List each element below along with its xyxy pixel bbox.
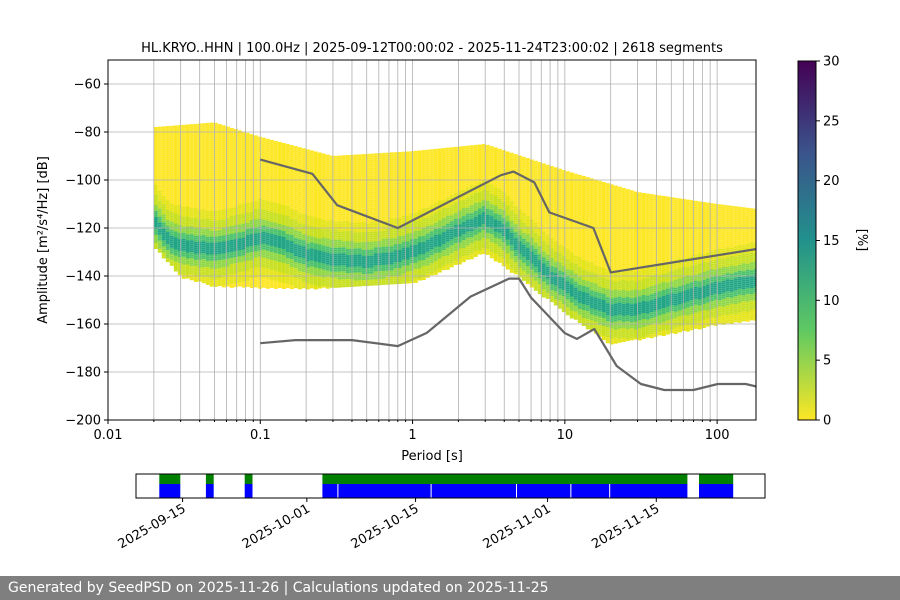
plot-frame — [107, 59, 757, 421]
psd-availability-bar — [699, 474, 734, 484]
data-availability-bar — [205, 484, 214, 498]
y-tick-label: −180 — [65, 366, 101, 381]
psd-availability-bar — [244, 474, 253, 484]
date-tick-label: 2025-11-01 — [481, 501, 554, 552]
date-tick-label: 2025-10-15 — [349, 501, 422, 552]
grid-lines — [108, 60, 756, 420]
date-tick-label: 2025-10-01 — [240, 501, 313, 552]
data-availability-bar — [159, 484, 181, 498]
date-tick-label: 2025-09-15 — [116, 501, 189, 552]
noise-model-lines — [260, 158, 756, 392]
colorbar-tick-label: 5 — [823, 354, 831, 369]
y-tick-label: −60 — [74, 78, 101, 93]
data-availability-bar — [244, 484, 253, 498]
footer-banner: Generated by SeedPSD on 2025-11-26 | Cal… — [0, 576, 900, 600]
data-availability-bar — [322, 484, 688, 498]
x-tick-label: 1 — [408, 428, 416, 443]
colorbar-tick-label: 25 — [823, 114, 840, 129]
date-tick-label: 2025-11-15 — [589, 501, 662, 552]
nhnm-line — [260, 158, 756, 274]
colorbar-tick-label: 15 — [823, 234, 840, 249]
x-tick-label: 100 — [705, 428, 730, 443]
psd-figure: HL.KRYO..HHN | 100.0Hz | 2025-09-12T00:0… — [36, 41, 869, 552]
y-tick-label: −80 — [74, 126, 101, 141]
availability-frame — [135, 473, 766, 499]
psd-availability-bar — [205, 474, 214, 484]
colorbar-tick-label: 0 — [823, 414, 831, 429]
x-axis-label: Period [s] — [401, 449, 463, 464]
y-axis-label: Amplitude [m²/s⁴/Hz] [dB] — [36, 156, 51, 324]
y-tick-label: −160 — [65, 318, 101, 333]
colorbar-ticks: 0 5 10 15 20 25 30 — [816, 55, 840, 429]
nlnm-line — [260, 277, 756, 392]
y-tick-label: −120 — [65, 222, 101, 237]
chart-title: HL.KRYO..HHN | 100.0Hz | 2025-09-12T00:0… — [141, 41, 723, 56]
colorbar — [797, 60, 817, 421]
x-tick-label: 0.01 — [94, 428, 123, 443]
colorbar-label: [%] — [854, 229, 869, 252]
psd-availability-bar — [322, 474, 688, 484]
y-tick-label: −140 — [65, 270, 101, 285]
y-tick-label: −200 — [65, 414, 101, 429]
y-tick-label: −100 — [65, 174, 101, 189]
colorbar-tick-label: 10 — [823, 294, 840, 309]
data-availability-bar — [699, 484, 734, 498]
availability-segments — [159, 474, 734, 498]
availability-date-ticks: 2025-09-15 2025-10-01 2025-10-15 2025-11-01… — [116, 498, 662, 552]
y-axis-ticks: −60 −80 −100 −120 −140 −160 −180 −200 — [65, 78, 108, 429]
x-axis-ticks: 0.01 0.1 1 10 100 — [94, 420, 730, 443]
x-tick-label: 10 — [557, 428, 574, 443]
colorbar-tick-label: 20 — [823, 174, 840, 189]
x-tick-label: 0.1 — [250, 428, 271, 443]
colorbar-tick-label: 30 — [823, 55, 840, 70]
psd-availability-bar — [159, 474, 181, 484]
